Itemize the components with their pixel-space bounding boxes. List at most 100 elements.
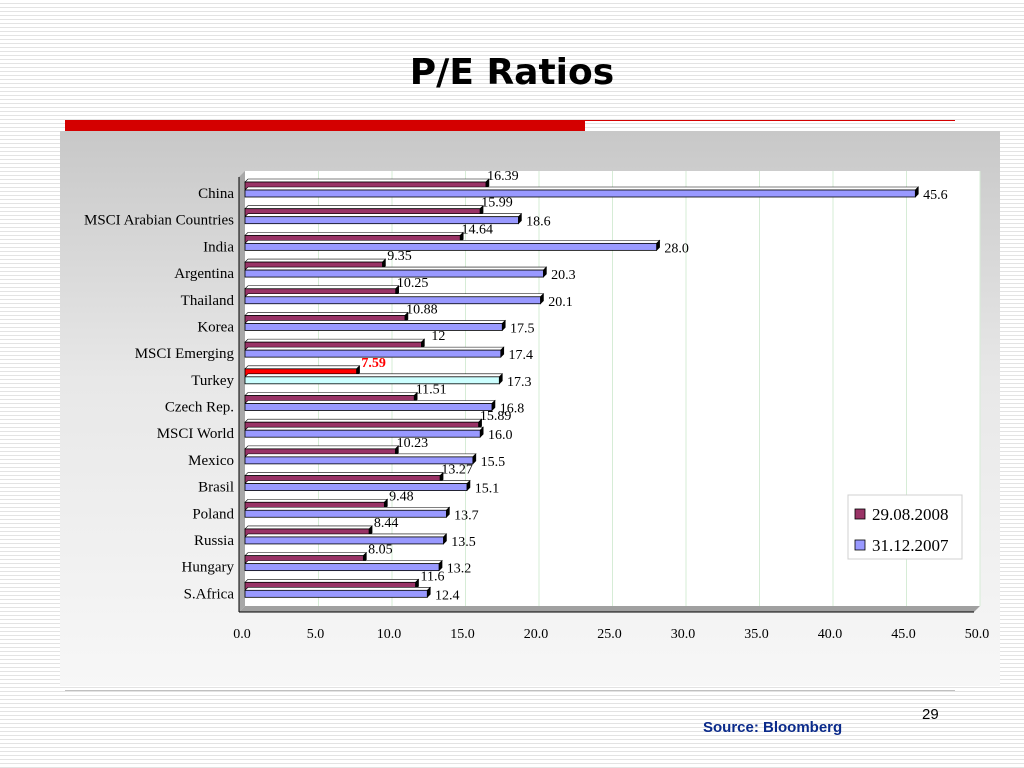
bar-s1-0-top [244,178,490,183]
bar-s1-2-top [244,232,464,236]
x-tick-label: 35.0 [744,627,769,642]
x-tick-label: 0.0 [233,627,251,642]
bar-s1-4 [244,285,400,297]
bar-s1-12-top [244,498,389,503]
bar-s2-9 [244,426,484,438]
category-label: Korea [197,319,234,335]
value-label-s1: 15.89 [480,409,512,424]
bar-s2-7 [244,373,504,385]
bar-s1-7-top [244,365,361,370]
bar-s2-6-top [244,346,505,351]
value-label-s2: 15.5 [481,455,506,470]
bar-s2-2-top [244,240,661,244]
value-label-s2: 17.4 [509,348,534,363]
category-label: S.Africa [184,586,235,602]
value-label-s2: 13.5 [451,535,476,550]
value-label-s2: 13.2 [447,562,472,577]
source-note: Source: Bloomberg [703,719,843,736]
bar-s1-3-top [244,258,387,263]
bar-s2-15 [244,586,432,599]
value-label-s1: 13.27 [441,463,473,478]
bar-s2-15-face [244,589,428,598]
bar-s2-3-top [244,266,548,271]
title-accent-line [585,120,955,121]
bar-s2-8-face [244,403,493,411]
category-label: China [198,186,234,202]
axis-layer: 0.0 5.0 10.0 15.0 20.0 25.0 30.0 35.0 40.0 45.0 50… [84,177,989,642]
bar-s1-15-top [244,579,420,583]
category-label: Thailand [181,293,235,309]
chart-legend: 29.08.2008 31.12.2007 [847,494,963,560]
bar-s2-2-face [244,242,658,251]
legend-label-s2: 31.12.2007 [872,536,949,555]
bar-s1-1-top [244,205,484,209]
labels-layer: 16.39 45.6 15.99 18.6 14.64 28.0 9.35 20.3 10.25… [361,169,947,603]
value-label-s1: 15.99 [481,196,513,211]
bar-s1-6-top [244,338,426,343]
value-label-s1: 14.64 [461,222,493,237]
bar-s2-14 [244,559,443,572]
legend-swatch-s2 [854,539,866,551]
bar-s1-10-top [244,445,400,450]
bars-layer [244,178,920,599]
bar-s1-2 [244,231,464,244]
plot-left-wall [239,171,245,612]
bar-s2-4-face [244,296,541,305]
bar-s2-7-top [244,373,504,378]
category-label: Brasil [198,480,234,496]
value-label-s1: 16.39 [487,169,519,184]
bar-s1-8 [244,391,418,404]
value-label-s1: 8.05 [368,543,393,558]
category-label: India [203,239,234,255]
bar-s2-10-face [244,456,474,465]
bar-s1-6 [244,338,426,350]
bar-s2-0 [244,186,920,198]
bar-s2-4 [244,293,545,305]
value-label-s1: 10.88 [406,302,438,317]
bar-s1-11-top [244,472,444,476]
bar-s2-15-top [244,587,432,591]
x-tick-label: 25.0 [597,627,622,642]
footer-divider [65,690,955,691]
x-tick-label: 45.0 [891,627,916,642]
bar-s2-11-top [244,480,471,484]
value-label-s2: 18.6 [526,215,551,230]
bar-s2-7-face [244,376,500,385]
bar-s1-14-top [244,552,368,556]
category-label: MSCI World [157,426,235,442]
bar-s2-14-top [244,560,443,564]
bar-s2-5-top [244,320,506,324]
bar-s2-13 [244,533,448,545]
legend-swatch-s1 [854,508,866,520]
bar-s2-12 [244,506,451,518]
bar-s1-4-top [244,285,400,290]
category-label: Russia [194,533,234,549]
value-label-s2: 13.7 [454,508,479,523]
bar-s2-11 [244,479,471,492]
bar-s1-15 [244,578,420,591]
value-label-s1: 9.48 [389,489,414,504]
value-label-s2: 20.1 [548,295,573,310]
value-label-s1: 9.35 [387,249,412,264]
bar-s2-8-top [244,400,496,404]
bar-s2-4-top [244,293,545,298]
bar-s2-6 [244,346,505,358]
value-label-s1: 11.6 [421,569,445,584]
bar-s2-5 [244,319,506,332]
bar-s1-12 [244,498,389,510]
legend-label-s1: 29.08.2008 [872,505,949,524]
page-number: 29 [922,706,939,723]
category-label: Mexico [188,453,234,469]
bar-s2-10-top [244,453,477,458]
value-label-s2: 45.6 [923,188,948,203]
category-label: Turkey [191,373,234,389]
x-tick-label: 20.0 [524,627,549,642]
category-label: MSCI Arabian Countries [84,213,234,229]
bar-s1-1 [244,204,484,217]
category-label: Czech Rep. [165,400,234,416]
value-label-s2: 20.3 [551,268,576,283]
bar-s2-10 [244,453,477,465]
category-label: MSCI Emerging [135,346,235,362]
value-label-s1: 10.25 [397,276,429,291]
value-label-s1: 7.59 [361,356,386,371]
